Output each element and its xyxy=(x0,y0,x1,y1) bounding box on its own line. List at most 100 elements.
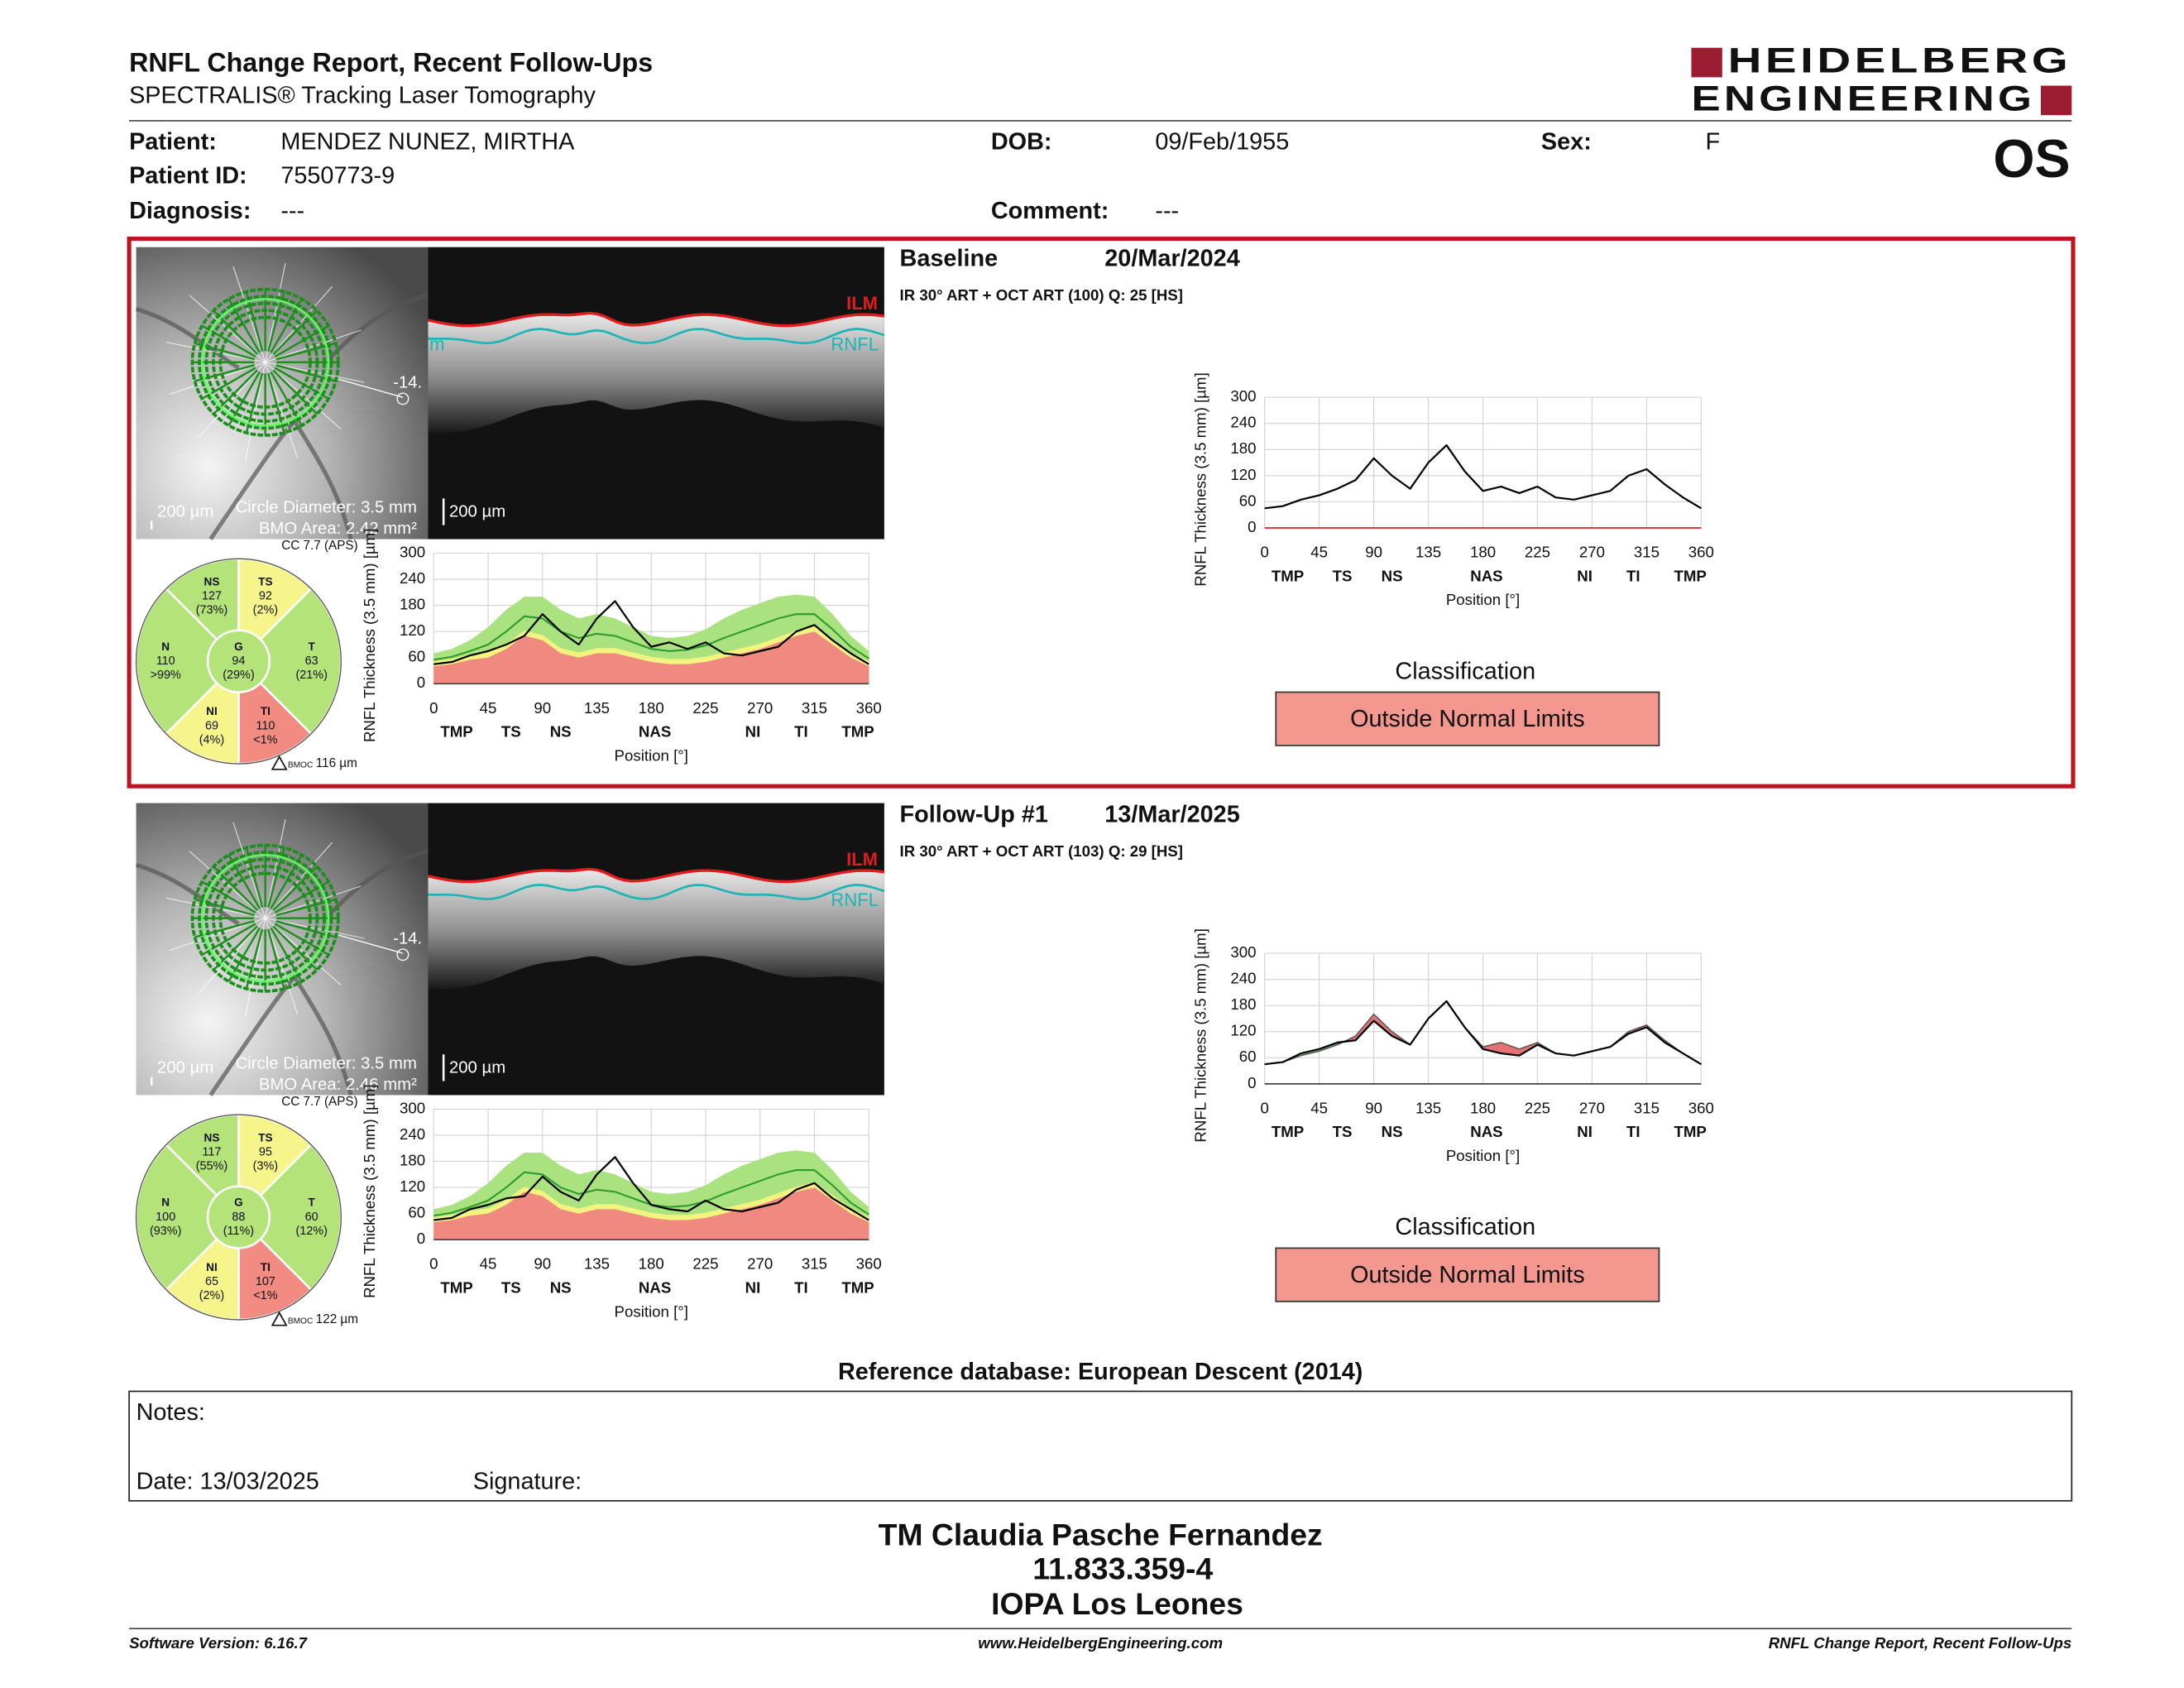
y-tick-label: 180 xyxy=(400,596,425,613)
sector-percentile: (12%) xyxy=(295,1225,327,1238)
cc-label: CC 7.7 (APS) xyxy=(281,1095,357,1109)
outside-band xyxy=(433,631,869,684)
exam-date: 20/Mar/2024 xyxy=(1104,246,1239,272)
y-tick-label: 120 xyxy=(1230,1022,1256,1039)
sector-percentile: (93%) xyxy=(150,1225,181,1238)
classification-title: Classification xyxy=(1395,1214,1535,1240)
x-tick-label: 45 xyxy=(1310,1099,1328,1116)
x-tick-label: 225 xyxy=(692,699,718,717)
x-tick-label: 90 xyxy=(534,1255,551,1273)
x-axis-label: Position [°] xyxy=(615,1302,688,1320)
y-tick-label: 60 xyxy=(408,1204,425,1221)
sector-value: 69 xyxy=(205,719,218,732)
region-label: TS xyxy=(1333,567,1353,584)
exam-date: 13/Mar/2025 xyxy=(1104,801,1239,827)
region-label: TS xyxy=(501,1279,521,1297)
region-label: TMP xyxy=(1674,567,1706,584)
region-label: NI xyxy=(1577,567,1592,584)
sector-name: G xyxy=(234,1196,243,1209)
x-tick-label: 315 xyxy=(1634,543,1660,560)
sector-percentile: <1% xyxy=(253,733,277,746)
sector-percentile: (21%) xyxy=(295,669,327,682)
y-axis-label: RNFL Thickness (3.5 mm) [µm] xyxy=(361,529,378,742)
y-tick-label: 180 xyxy=(1230,995,1256,1013)
x-axis-label: Position [°] xyxy=(1446,1147,1520,1164)
field-label: Comment: xyxy=(991,198,1109,224)
notes-date: Date: 13/03/2025 xyxy=(136,1468,319,1494)
y-tick-label: 240 xyxy=(400,1125,425,1143)
notes-label: Notes: xyxy=(136,1399,205,1426)
region-label: TS xyxy=(501,723,521,741)
y-tick-label: 300 xyxy=(400,543,425,560)
x-tick-label: 360 xyxy=(1688,1099,1714,1116)
sector-name: TS xyxy=(258,1131,272,1144)
x-tick-label: 315 xyxy=(1634,1099,1660,1116)
exam-title: Baseline xyxy=(900,246,999,272)
vessel xyxy=(208,417,353,541)
thickness-profile xyxy=(1264,1000,1702,1066)
classification-title: Classification xyxy=(1395,658,1535,684)
sector-percentile: >99% xyxy=(151,669,181,682)
logo-square xyxy=(2040,85,2072,116)
region-label: NS xyxy=(550,1279,572,1297)
region-label: NAS xyxy=(639,723,671,741)
scan-info: IR 30° ART + OCT ART (100) Q: 25 [HS] xyxy=(900,286,1183,304)
cc-label: CC 7.7 (APS) xyxy=(281,539,357,553)
region-label: TMP xyxy=(841,1279,874,1297)
sector-name: TS xyxy=(258,575,272,587)
bmoc-triangle xyxy=(271,1311,288,1326)
logo-text: HEIDELBERG xyxy=(1728,41,2072,80)
change-area xyxy=(1373,1014,1392,1037)
rnfl-line xyxy=(428,884,885,900)
region-label: TI xyxy=(1626,567,1640,584)
field-label: Patient: xyxy=(129,129,217,156)
exam-section: -14. 200 µm Circle Diameter: 3.5 mm BMO Are… xyxy=(135,801,1714,1326)
sector-name: NS xyxy=(204,575,220,587)
y-tick-label: 240 xyxy=(1230,970,1256,987)
region-label: NS xyxy=(550,723,572,741)
sector-percentile: (3%) xyxy=(253,1159,278,1172)
x-tick-label: 180 xyxy=(1470,1099,1496,1116)
footer-left: Software Version: 6.16.7 xyxy=(129,1634,309,1652)
x-tick-label: 270 xyxy=(747,1255,773,1273)
scan-line xyxy=(265,362,298,458)
vessel xyxy=(208,973,353,1096)
notes-box xyxy=(128,1390,2073,1502)
x-tick-label: 225 xyxy=(692,1255,718,1273)
x-tick-label: 0 xyxy=(1260,1099,1268,1116)
x-tick-label: 360 xyxy=(856,1255,882,1273)
scan-line xyxy=(265,262,286,362)
field-label: Sex: xyxy=(1541,129,1592,156)
sector-percentile: (29%) xyxy=(223,669,254,682)
x-tick-label: 135 xyxy=(584,1255,610,1273)
retina-layers xyxy=(428,869,884,989)
field-value: 7550773-9 xyxy=(280,162,395,189)
x-tick-label: 90 xyxy=(1365,1099,1382,1116)
angle-label: -14. xyxy=(393,374,422,392)
ilm-line xyxy=(428,311,885,328)
x-tick-label: 0 xyxy=(429,699,438,717)
region-label: NAS xyxy=(1470,567,1502,584)
oct-scale: 200 µm xyxy=(449,503,505,521)
region-label: TMP xyxy=(440,723,472,741)
rnfl-label: RNFL xyxy=(831,890,879,910)
x-tick-label: 270 xyxy=(747,699,773,717)
classification-box xyxy=(1275,1247,1660,1302)
region-label: TMP xyxy=(1272,567,1304,584)
sector-outline xyxy=(135,1114,342,1321)
sector-percentile: (2%) xyxy=(253,604,278,617)
sector-percentile: (73%) xyxy=(196,604,228,617)
y-axis-label: RNFL Thickness (3.5 mm) [µm] xyxy=(1191,928,1209,1143)
bmoc-triangle xyxy=(271,755,288,770)
angle-label: -14. xyxy=(393,929,422,947)
x-tick-label: 180 xyxy=(639,699,664,717)
y-tick-label: 0 xyxy=(1248,518,1256,535)
baseline-profile xyxy=(1264,1000,1702,1065)
x-tick-label: 0 xyxy=(1260,543,1268,560)
x-tick-label: 315 xyxy=(802,1255,827,1273)
sector xyxy=(206,629,271,693)
field-value: 09/Feb/1955 xyxy=(1155,129,1289,156)
ilm-label: ILM xyxy=(846,849,878,870)
reference-db: Reference database: European Descent (20… xyxy=(838,1359,1363,1385)
